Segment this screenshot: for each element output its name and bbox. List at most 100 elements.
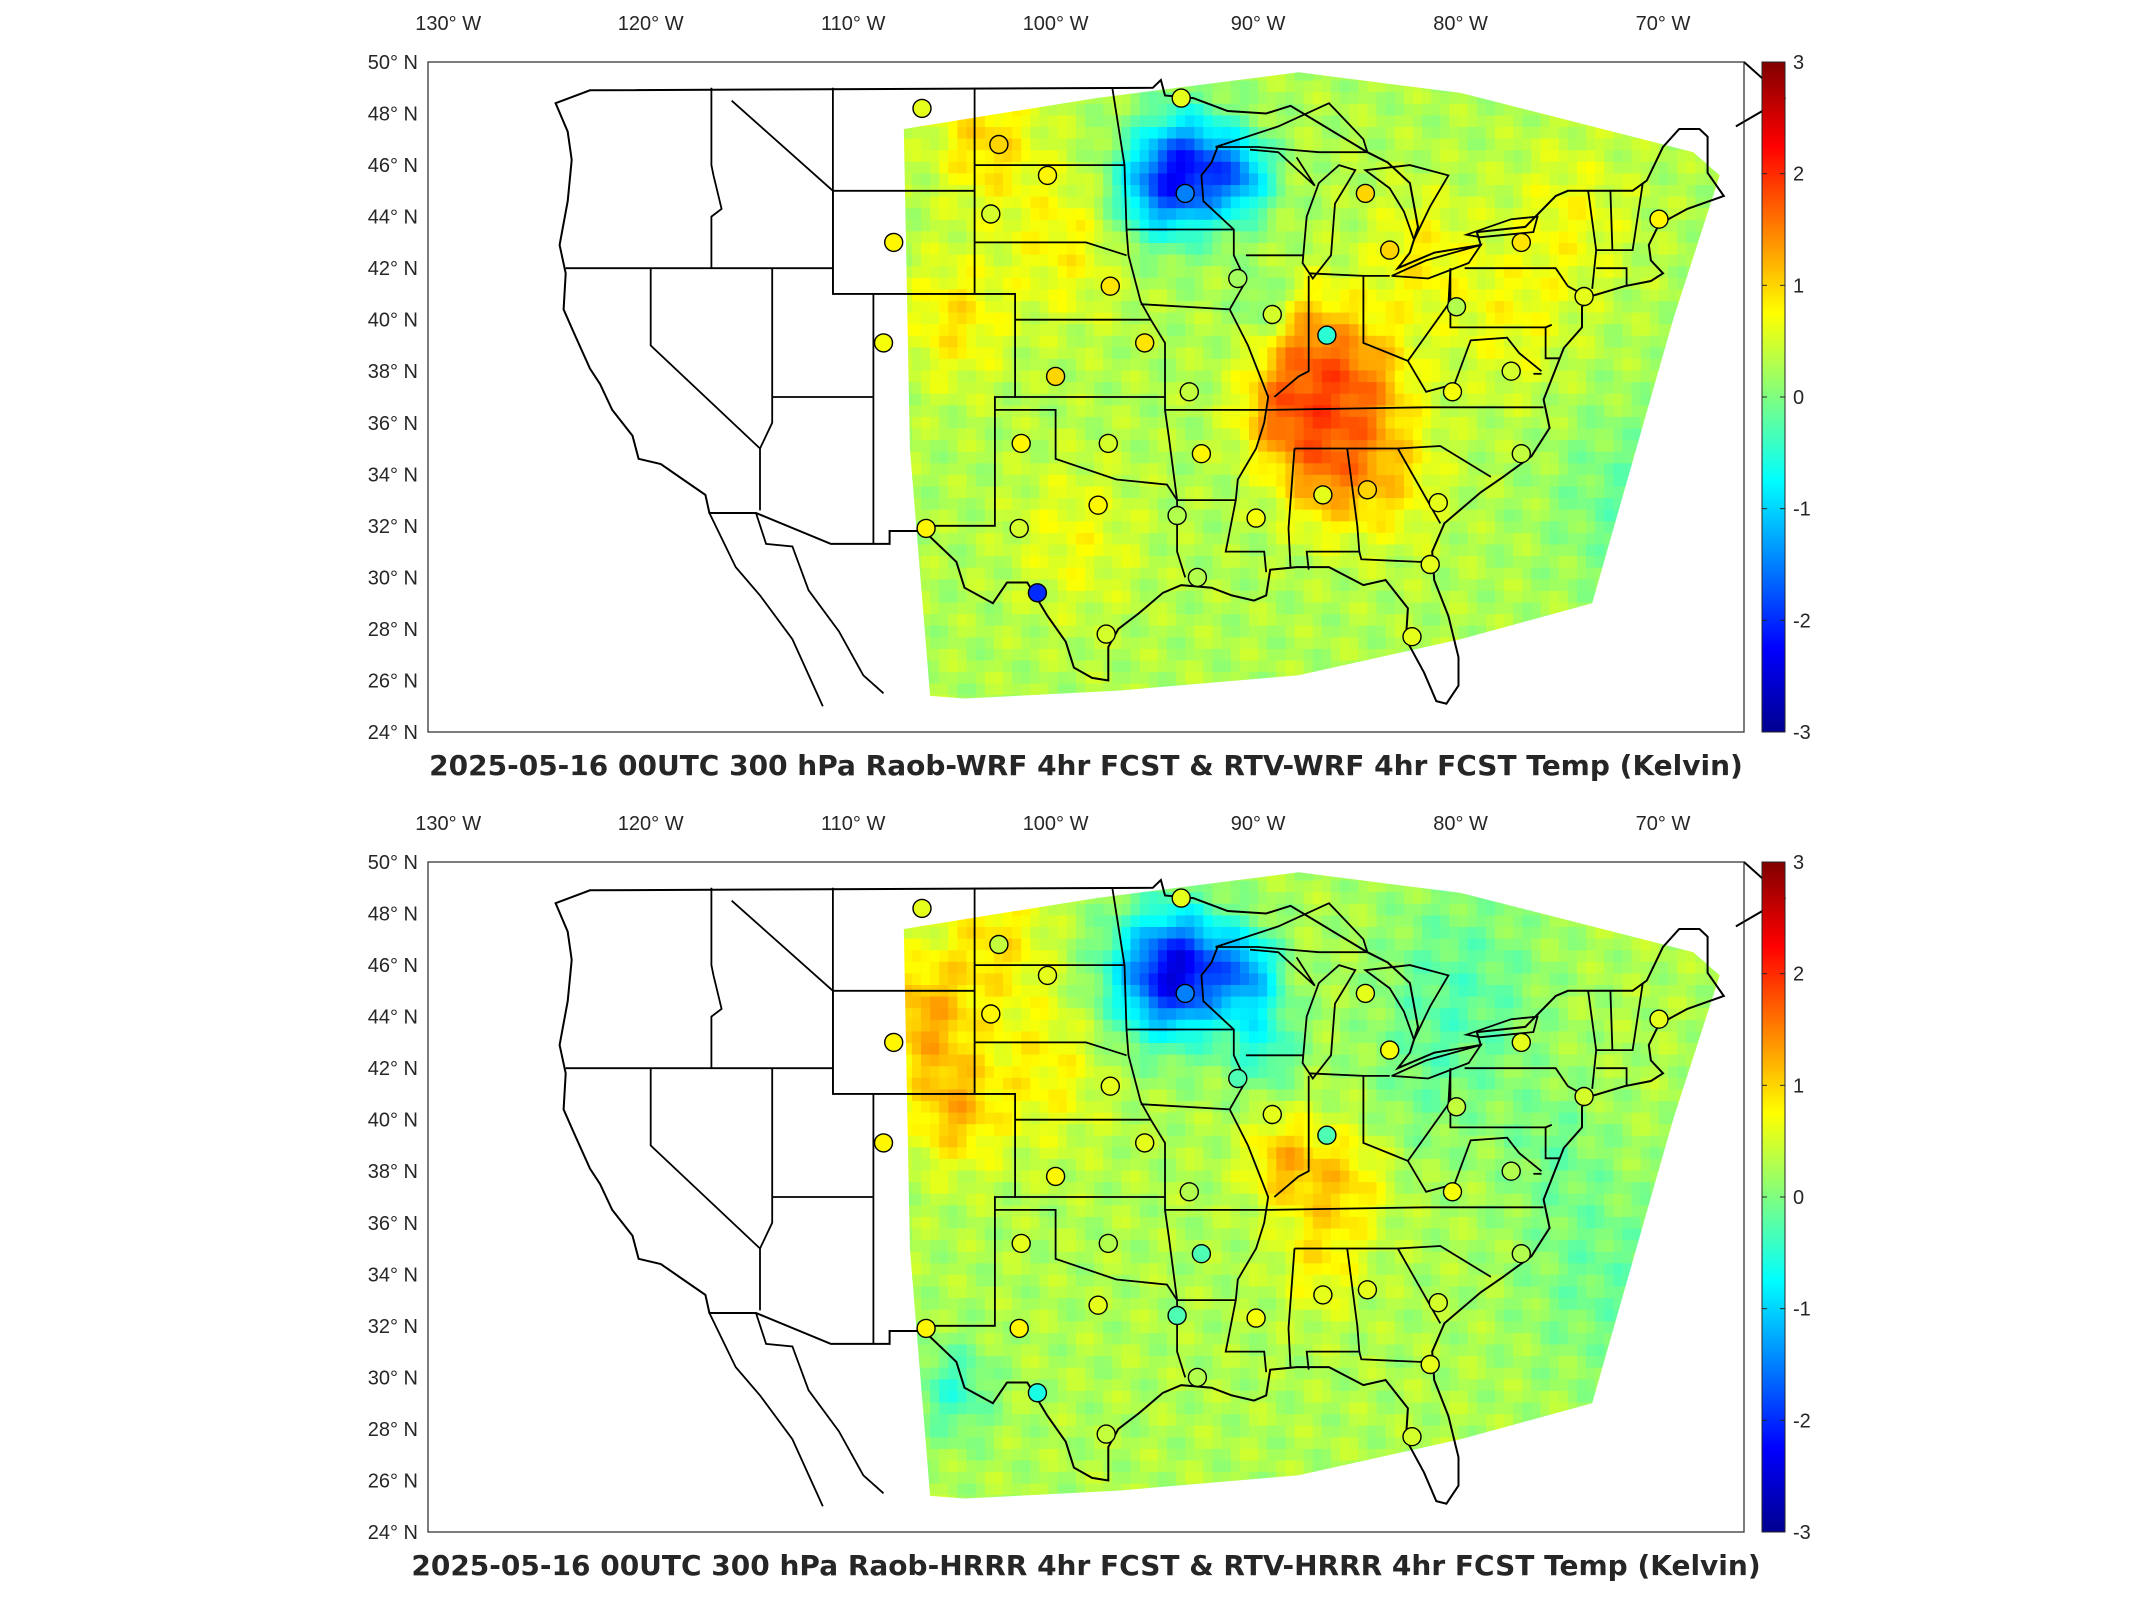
latitude-tick-label: 34° N [368,464,418,486]
great-lakes [1215,902,1539,1081]
latitude-tick-label: 36° N [368,1213,418,1235]
raob-station-marker [1100,276,1121,296]
colorbar-tick-label: 2 [1793,164,1804,186]
latitude-tick-label: 50° N [368,852,418,874]
raob-station-marker [1187,1367,1208,1388]
raob-station-marker [1175,983,1195,1004]
panel-hrrr: 130° W 120° W 110° W 100° W 90° W 80° W 70° W 5… [0,800,2133,1600]
latitude-tick-label: 46° N [368,155,418,177]
raob-station-marker [1446,297,1467,317]
state-boundaries [565,887,1644,1378]
longitude-tick-label: 130° W [415,813,481,835]
longitude-tick-label: 70° W [1636,13,1691,35]
raob-station-marker [1191,1244,1212,1264]
longitude-tick-label: 100° W [1023,13,1089,35]
colorbar-tick-label: 3 [1793,852,1804,874]
great-lakes [1215,102,1539,281]
raob-station-marker [1355,183,1376,204]
raob-station-marker [1167,505,1187,526]
panel-title: 2025-05-16 00UTC 300 hPa Raob-WRF 4hr FC… [429,749,1743,782]
colorbar-tick-label: 1 [1793,275,1804,297]
colorbar-tick-label: -1 [1793,499,1811,521]
longitude-tick-label: 90° W [1231,813,1286,835]
raob-station-marker [1179,382,1200,402]
raob-station-marker [1649,209,1669,229]
longitude-tick-label: 120° W [618,813,684,835]
raob-station-marker [1088,495,1108,515]
colorbar-tick-label: -3 [1793,1522,1811,1544]
latitude-tick-label: 38° N [368,361,418,383]
colorbar-tick-label: 0 [1793,387,1804,409]
latitude-tick-label: 26° N [368,671,418,693]
latitude-tick-label: 24° N [368,1522,418,1544]
raob-station-marker [873,333,894,353]
longitude-tick-label: 100° W [1023,813,1089,835]
raob-station-marker [1420,1354,1440,1375]
raob-station-marker [1134,1133,1155,1153]
raob-station-marker [1009,518,1029,539]
raob-station-marker [1317,325,1337,345]
panel-title: 2025-05-16 00UTC 300 hPa Raob-HRRR 4hr F… [411,1549,1760,1582]
raob-station-marker [1262,1104,1283,1125]
raob-station-marker [1011,1233,1031,1254]
colorbar-tick-label: 0 [1793,1187,1804,1209]
raob-station-marker [1511,1244,1532,1264]
latitude-tick-label: 32° N [368,1316,418,1338]
longitude-tick-label: 110° W [821,13,885,35]
latitude-tick-label: 26° N [368,1471,418,1493]
raob-station-marker [1246,508,1266,528]
latitude-tick-label: 30° N [368,567,418,589]
raob-station-marker [873,1133,894,1153]
raob-station-marker [1379,1040,1400,1060]
raob-station-marker [1171,88,1191,108]
latitude-tick-label: 36° N [368,413,418,435]
latitude-tick-label: 42° N [368,258,418,280]
raob-station-marker [1187,567,1208,588]
raob-station-marker [1574,1086,1594,1107]
raob-station-marker [916,1318,936,1339]
raob-station-marker [1134,333,1155,353]
us-outline [554,878,1726,1505]
raob-station-marker [1228,268,1248,289]
colorbar-tick-label: -1 [1793,1299,1811,1321]
latitude-tick-label: 38° N [368,1161,418,1183]
raob-station-marker [912,898,932,919]
raob-station-marker [1402,1427,1422,1447]
raob-station-marker [1428,1293,1449,1313]
raob-station-marker [1511,232,1532,253]
raob-station-marker [1096,624,1116,644]
raob-station-marker [1098,433,1119,454]
raob-station-marker [1009,1318,1029,1339]
raob-station-marker [1262,304,1283,325]
longitude-tick-label: 90° W [1231,13,1286,35]
latitude-tick-label: 48° N [368,104,418,126]
raob-station-marker [884,1032,904,1053]
map-axes-frame [427,61,1745,733]
raob-station-marker [1246,1308,1266,1328]
raob-station-marker [1098,1233,1119,1254]
raob-station-marker [1357,1280,1378,1300]
latitude-tick-label: 28° N [368,1419,418,1441]
raob-station-marker [916,518,936,539]
raob-station-marker [912,98,932,119]
raob-station-marker [1574,286,1594,307]
mexico-coast [755,512,885,694]
raob-station-marker [1175,183,1195,204]
raob-station-marker [1511,444,1532,464]
raob-station-marker [1037,165,1058,186]
raob-station-marker [1355,983,1376,1004]
raob-station-marker [1011,433,1031,454]
latitude-tick-label: 40° N [368,1110,418,1132]
latitude-tick-label: 50° N [368,52,418,74]
mexico-coast [755,1312,885,1494]
us-outline [554,78,1726,705]
raob-station-marker [1446,1097,1467,1117]
colorbar-tick-label: -2 [1793,610,1811,632]
raob-station-marker [1313,1285,1333,1305]
latitude-tick-label: 24° N [368,722,418,744]
raob-station-marker [1428,493,1449,513]
raob-station-marker [1317,1125,1337,1145]
raob-station-marker [1100,1076,1121,1096]
raob-station-marker [1027,1383,1048,1403]
raob-station-marker [1442,382,1463,402]
